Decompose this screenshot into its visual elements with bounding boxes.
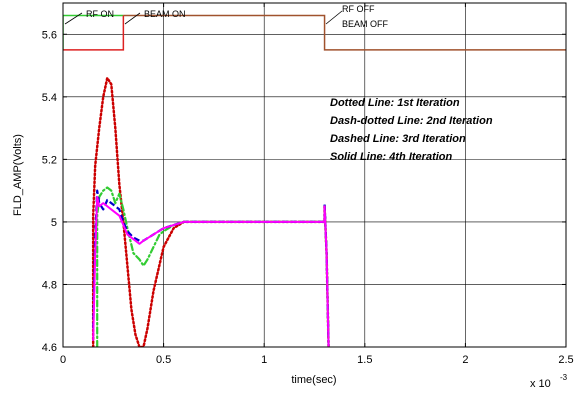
y-tick-label: 5.6 [42, 29, 57, 41]
series-dash-dot-line [96, 186, 330, 347]
y-tick-label: 5.2 [42, 154, 57, 166]
x-tick-label: 1.5 [357, 354, 372, 366]
beam-off-label: BEAM OFF [342, 19, 389, 29]
y-tick-label: 4.6 [42, 342, 57, 354]
beam-on-arrow [124, 12, 141, 25]
rf-on-label: RF ON [86, 9, 114, 19]
plot-frame [62, 2, 567, 348]
timing-signal-line [63, 14, 124, 50]
series-dashed-line [92, 189, 330, 347]
x-tick-label: 2 [462, 354, 468, 366]
x-multiplier-exponent: -3 [560, 373, 568, 382]
rf-on-annotation: RF ON [64, 9, 114, 25]
plot-background [63, 3, 566, 347]
y-tick-label: 4.8 [42, 279, 57, 291]
x-tick-label: 1 [261, 354, 267, 366]
timing-signals [63, 14, 566, 51]
legend-line-4: Solid Line: 4th Iteration [330, 151, 453, 163]
x-tick-label: 0.5 [156, 354, 171, 366]
rf-off-annotation: RF OFF BEAM OFF [325, 4, 389, 29]
beam-on-annotation: BEAM ON [124, 9, 186, 25]
rf-off-arrow [325, 10, 343, 25]
rf-off-label: RF OFF [342, 4, 375, 14]
y-tick-label: 5.4 [42, 92, 57, 104]
rf-on-arrow [64, 12, 83, 25]
y-axis-label: FLD_AMP(Volts) [12, 134, 24, 216]
legend: Dotted Line: 1st Iteration Dash-dotted L… [330, 97, 493, 163]
legend-line-2: Dash-dotted Line: 2nd Iteration [330, 115, 493, 127]
timing-signal-line [63, 15, 125, 51]
timing-signal-line [123, 14, 566, 51]
x-tick-label: 0 [60, 354, 66, 366]
legend-line-1: Dotted Line: 1st Iteration [330, 97, 460, 109]
beam-on-label: BEAM ON [144, 9, 186, 19]
x-axis-label: time(sec) [291, 374, 336, 386]
y-tick-label: 5 [51, 217, 57, 229]
axis-ticks: 0 0.5 1 1.5 2 2.5 4.6 4.8 5 5.2 5.4 5.6 [42, 3, 574, 366]
data-series [91, 76, 330, 347]
x-multiplier: x 10 [530, 378, 551, 390]
series-solid-line [92, 195, 330, 347]
x-tick-label: 2.5 [558, 354, 573, 366]
legend-line-3: Dashed Line: 3rd Iteration [330, 133, 466, 145]
